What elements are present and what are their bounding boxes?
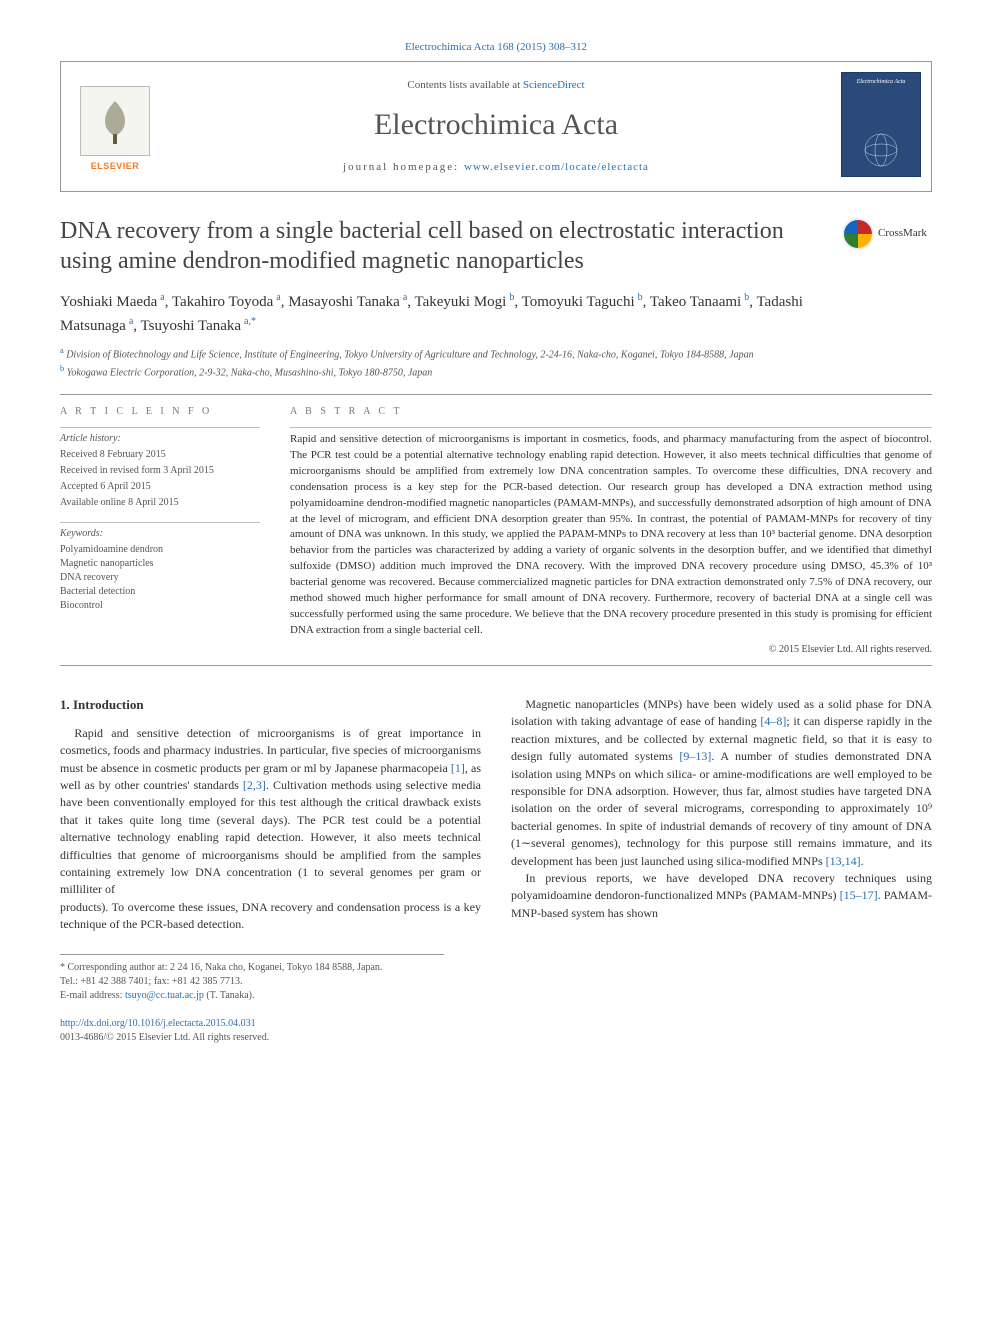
affiliation: a Division of Biotechnology and Life Sci… xyxy=(60,345,822,362)
crossmark-badge[interactable]: CrossMark xyxy=(842,218,932,250)
corr-tel-line: Tel.: +81 42 388 7401; fax: +81 42 385 7… xyxy=(60,975,444,989)
history-item: Available online 8 April 2015 xyxy=(60,496,260,510)
author: Takeo Tanaami b xyxy=(650,294,749,310)
keyword: Bacterial detection xyxy=(60,585,260,599)
corresponding-author-footnote: * Corresponding author at: 2 24 16, Naka… xyxy=(60,954,444,1003)
author: Tsuyoshi Tanaka a,* xyxy=(141,318,256,334)
crossmark-icon xyxy=(842,218,874,250)
homepage-link[interactable]: www.elsevier.com/locate/electacta xyxy=(464,161,649,173)
affil-sup: a xyxy=(60,346,64,355)
author: Takeyuki Mogi b xyxy=(415,294,515,310)
keyword: Biocontrol xyxy=(60,599,260,613)
history-item: Received in revised form 3 April 2015 xyxy=(60,464,260,478)
affil-sup: b xyxy=(60,364,64,373)
author-affil-sup: b xyxy=(744,292,749,303)
footer: http://dx.doi.org/10.1016/j.electacta.20… xyxy=(60,1017,932,1045)
elsevier-brand-text: ELSEVIER xyxy=(91,160,140,173)
tree-icon xyxy=(90,96,140,146)
journal-name: Electrochimica Acta xyxy=(171,104,821,146)
keyword: DNA recovery xyxy=(60,571,260,585)
abstract-head: A B S T R A C T xyxy=(290,405,932,419)
keywords-label: Keywords: xyxy=(60,527,260,541)
elsevier-logo: ELSEVIER xyxy=(71,72,159,172)
author-affil-sup: a xyxy=(276,292,280,303)
article-title: DNA recovery from a single bacterial cel… xyxy=(60,216,822,276)
keyword: Polyamidoamine dendron xyxy=(60,543,260,557)
author-affil-sup: a xyxy=(129,316,133,327)
info-abstract-bottom-rule xyxy=(60,657,932,666)
doi-link[interactable]: http://dx.doi.org/10.1016/j.electacta.20… xyxy=(60,1018,256,1029)
article-history: Article history: Received 8 February 201… xyxy=(60,427,260,510)
article-info-head: A R T I C L E I N F O xyxy=(60,405,260,419)
author-list: Yoshiaki Maeda a, Takahiro Toyoda a, Mas… xyxy=(60,290,822,337)
crossmark-label: CrossMark xyxy=(878,226,927,241)
contents-available-line: Contents lists available at ScienceDirec… xyxy=(171,78,821,93)
citation-link[interactable]: [15–17] xyxy=(840,888,878,902)
info-abstract-row: A R T I C L E I N F O Article history: R… xyxy=(60,394,932,657)
keywords-block: Keywords: Polyamidoamine dendron Magneti… xyxy=(60,522,260,613)
author: Tomoyuki Taguchi b xyxy=(522,294,643,310)
abstract-text: Rapid and sensitive detection of microor… xyxy=(290,427,932,639)
journal-header: ELSEVIER Electrochimica Acta Contents li… xyxy=(60,61,932,192)
corr-author-line: * Corresponding author at: 2 24 16, Naka… xyxy=(60,961,444,975)
author-affil-sup: a xyxy=(160,292,164,303)
journal-homepage-line: journal homepage: www.elsevier.com/locat… xyxy=(171,160,821,175)
section-heading-intro: 1. Introduction xyxy=(60,696,481,715)
author-affil-sup: a xyxy=(403,292,407,303)
body-paragraph: Rapid and sensitive detection of microor… xyxy=(60,725,481,899)
running-head: Electrochimica Acta 168 (2015) 308–312 xyxy=(60,40,932,55)
corr-email-line: E-mail address: tsuyo@cc.tuat.ac.jp (T. … xyxy=(60,989,444,1003)
email-label: E-mail address: xyxy=(60,990,125,1001)
citation-link[interactable]: [4–8] xyxy=(760,714,786,728)
citation-link[interactable]: [2,3] xyxy=(243,778,266,792)
cover-globe-icon xyxy=(861,130,901,170)
abstract-copyright: © 2015 Elsevier Ltd. All rights reserved… xyxy=(290,643,932,657)
title-block: CrossMark DNA recovery from a single bac… xyxy=(60,216,932,380)
abstract-column: A B S T R A C T Rapid and sensitive dete… xyxy=(290,405,932,657)
homepage-label: journal homepage: xyxy=(343,161,464,173)
sciencedirect-link[interactable]: ScienceDirect xyxy=(523,79,585,91)
author-affil-sup: b xyxy=(509,292,514,303)
cover-title: Electrochimica Acta xyxy=(857,79,906,86)
keyword: Magnetic nanoparticles xyxy=(60,557,260,571)
article-info-column: A R T I C L E I N F O Article history: R… xyxy=(60,405,260,657)
author: Masayoshi Tanaka a xyxy=(288,294,407,310)
journal-cover-thumb: Electrochimica Acta xyxy=(841,72,921,177)
affiliation: b Yokogawa Electric Corporation, 2-9-32,… xyxy=(60,363,822,380)
citation-link[interactable]: [1] xyxy=(451,761,465,775)
body-paragraph: products). To overcome these issues, DNA… xyxy=(60,899,481,934)
affiliation-list: a Division of Biotechnology and Life Sci… xyxy=(60,345,822,380)
history-label: Article history: xyxy=(60,432,260,446)
email-suffix: (T. Tanaka). xyxy=(204,990,255,1001)
author: Takahiro Toyoda a xyxy=(172,294,281,310)
issn-copyright: 0013-4686/© 2015 Elsevier Ltd. All right… xyxy=(60,1031,932,1045)
elsevier-tree-icon xyxy=(80,86,150,156)
body-paragraph: In previous reports, we have developed D… xyxy=(511,870,932,922)
author-affil-sup: a,* xyxy=(244,316,256,327)
citation-link[interactable]: [13,14] xyxy=(826,854,861,868)
email-link[interactable]: tsuyo@cc.tuat.ac.jp xyxy=(125,990,204,1001)
history-item: Accepted 6 April 2015 xyxy=(60,480,260,494)
author: Yoshiaki Maeda a xyxy=(60,294,165,310)
history-item: Received 8 February 2015 xyxy=(60,448,260,462)
body-paragraph: Magnetic nanoparticles (MNPs) have been … xyxy=(511,696,932,870)
page-root: Electrochimica Acta 168 (2015) 308–312 E… xyxy=(0,0,992,1085)
citation-link[interactable]: [9–13] xyxy=(679,749,711,763)
contents-prefix: Contents lists available at xyxy=(407,79,522,91)
author-affil-sup: b xyxy=(638,292,643,303)
running-head-link[interactable]: Electrochimica Acta 168 (2015) 308–312 xyxy=(405,41,587,53)
body-two-column: 1. Introduction Rapid and sensitive dete… xyxy=(60,696,932,934)
